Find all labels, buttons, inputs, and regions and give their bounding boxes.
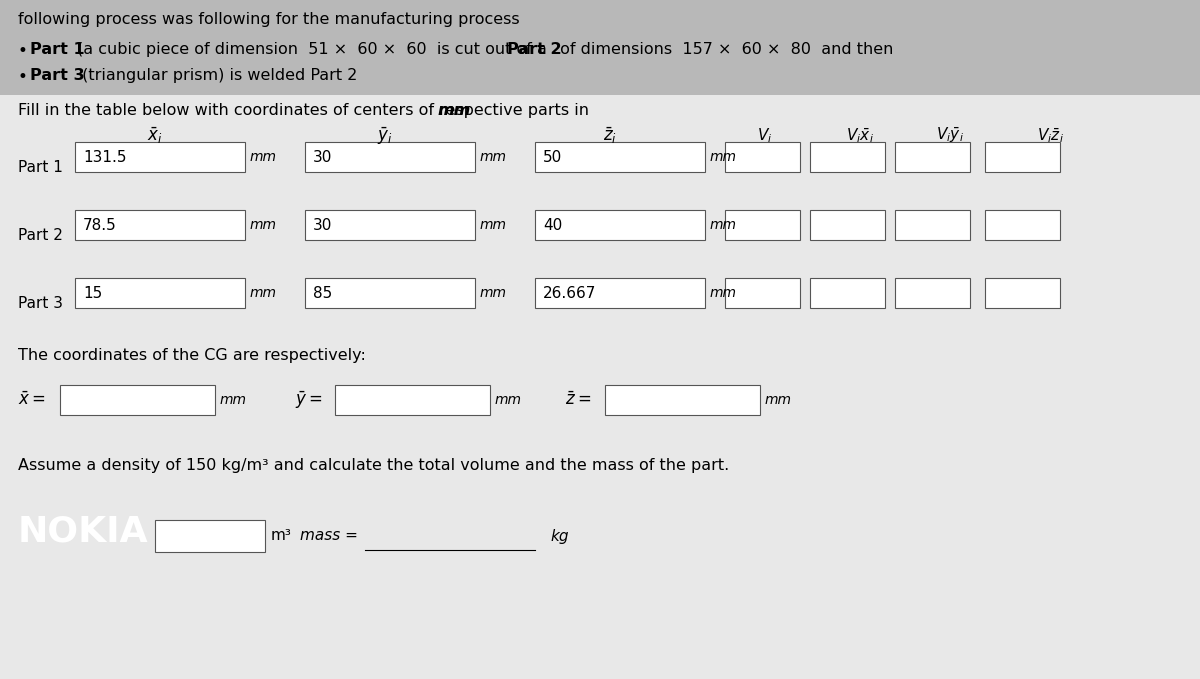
Text: $\bar{y}=$: $\bar{y}=$ [295, 389, 323, 411]
Text: 30: 30 [313, 217, 332, 232]
Text: $\bar{x}=$: $\bar{x}=$ [18, 391, 46, 409]
Text: 40: 40 [542, 217, 563, 232]
Text: $V_i\bar{z}_i$: $V_i\bar{z}_i$ [1037, 126, 1063, 145]
Text: mm: mm [250, 218, 277, 232]
Text: mm: mm [710, 218, 737, 232]
FancyBboxPatch shape [985, 142, 1060, 172]
FancyBboxPatch shape [810, 210, 886, 240]
Text: Fill in the table below with coordinates of centers of respective parts in: Fill in the table below with coordinates… [18, 103, 594, 118]
Text: 85: 85 [313, 285, 332, 301]
Text: 15: 15 [83, 285, 102, 301]
Text: NOKIA: NOKIA [18, 515, 149, 549]
Text: $\bar{x}_i$: $\bar{x}_i$ [148, 126, 163, 147]
FancyBboxPatch shape [74, 278, 245, 308]
FancyBboxPatch shape [810, 142, 886, 172]
FancyBboxPatch shape [535, 210, 706, 240]
FancyBboxPatch shape [725, 278, 800, 308]
Text: $\bar{y}_i$: $\bar{y}_i$ [377, 126, 392, 147]
FancyBboxPatch shape [985, 210, 1060, 240]
Text: mm: mm [250, 286, 277, 300]
FancyBboxPatch shape [74, 210, 245, 240]
Text: Part 1: Part 1 [30, 42, 85, 57]
Text: The coordinates of the CG are respectively:: The coordinates of the CG are respective… [18, 348, 366, 363]
Text: $V_i\bar{y}_i$: $V_i\bar{y}_i$ [936, 126, 964, 145]
Text: 78.5: 78.5 [83, 217, 116, 232]
Text: Part 2: Part 2 [18, 228, 62, 243]
FancyBboxPatch shape [60, 385, 215, 415]
FancyBboxPatch shape [335, 385, 490, 415]
Text: Assume a density of 150 kg/m³ and calculate the total volume and the mass of the: Assume a density of 150 kg/m³ and calcul… [18, 458, 730, 473]
Text: 131.5: 131.5 [83, 149, 126, 164]
Text: kg: kg [550, 528, 569, 543]
FancyBboxPatch shape [74, 142, 245, 172]
Text: 26.667: 26.667 [542, 285, 596, 301]
Text: •: • [18, 68, 34, 86]
Text: $\bar{z}=$: $\bar{z}=$ [565, 391, 592, 409]
FancyBboxPatch shape [305, 278, 475, 308]
Text: mm: mm [250, 150, 277, 164]
FancyBboxPatch shape [305, 142, 475, 172]
Text: $V_i\bar{x}_i$: $V_i\bar{x}_i$ [846, 126, 874, 145]
FancyBboxPatch shape [535, 142, 706, 172]
FancyBboxPatch shape [725, 142, 800, 172]
Text: 50: 50 [542, 149, 563, 164]
Text: $\bar{z}_i$: $\bar{z}_i$ [602, 126, 617, 147]
Text: following process was following for the manufacturing process: following process was following for the … [18, 12, 520, 27]
Text: •: • [18, 42, 34, 60]
FancyBboxPatch shape [895, 142, 970, 172]
Text: $V_i$: $V_i$ [757, 126, 773, 145]
Text: mm: mm [480, 218, 508, 232]
FancyBboxPatch shape [725, 210, 800, 240]
FancyBboxPatch shape [605, 385, 760, 415]
FancyBboxPatch shape [895, 278, 970, 308]
Text: (triangular prism) is welded Part 2: (triangular prism) is welded Part 2 [77, 68, 358, 83]
FancyBboxPatch shape [305, 210, 475, 240]
Text: (a cubic piece of dimension  51 ×  60 ×  60  is cut out of a: (a cubic piece of dimension 51 × 60 × 60… [77, 42, 552, 57]
Text: mm: mm [710, 150, 737, 164]
Text: of dimensions  157 ×  60 ×  80  and then: of dimensions 157 × 60 × 80 and then [554, 42, 893, 57]
Text: mm: mm [480, 150, 508, 164]
Text: m³: m³ [271, 528, 292, 543]
FancyBboxPatch shape [895, 210, 970, 240]
FancyBboxPatch shape [810, 278, 886, 308]
Text: mm: mm [220, 393, 247, 407]
Text: Part 1: Part 1 [18, 160, 62, 175]
Text: mass =: mass = [300, 528, 358, 543]
FancyBboxPatch shape [155, 520, 265, 552]
FancyBboxPatch shape [985, 278, 1060, 308]
Text: 30: 30 [313, 149, 332, 164]
Text: mm: mm [496, 393, 522, 407]
Text: mm: mm [480, 286, 508, 300]
Text: mm: mm [766, 393, 792, 407]
Text: mm: mm [710, 286, 737, 300]
Text: Part 2: Part 2 [508, 42, 562, 57]
FancyBboxPatch shape [535, 278, 706, 308]
FancyBboxPatch shape [0, 95, 1200, 679]
Text: Part 3: Part 3 [30, 68, 85, 83]
Text: Part 3: Part 3 [18, 296, 64, 311]
Text: mm: mm [438, 103, 472, 118]
